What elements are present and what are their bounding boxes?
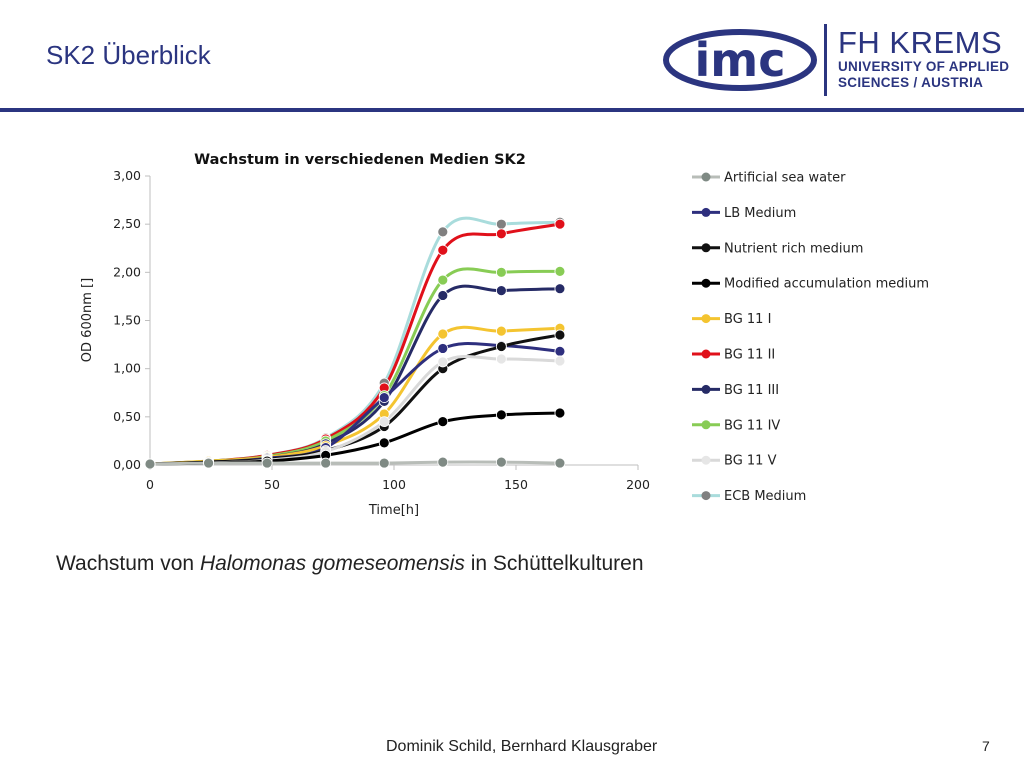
data-point — [495, 456, 507, 468]
series-line — [149, 333, 561, 466]
legend-label: Artificial sea water — [724, 171, 846, 186]
data-point — [554, 457, 566, 469]
footer-authors: Dominik Schild, Bernhard Klausgraber — [386, 738, 658, 755]
data-point — [203, 457, 214, 469]
y-tick-label: 3,00 — [113, 168, 141, 183]
data-point — [437, 328, 449, 340]
y-tick-label: 1,50 — [113, 313, 141, 328]
legend-label: ECB Medium — [724, 489, 806, 504]
data-point — [378, 416, 390, 428]
data-point — [320, 457, 332, 469]
logo-divider — [824, 24, 827, 96]
chart-title: Wachstum in verschiedenen Medien SK2 — [194, 152, 526, 168]
legend-swatch-marker — [701, 420, 711, 430]
chart-markers — [144, 216, 566, 470]
fh-logo-sub1: UNIVERSITY OF APPLIED — [838, 59, 1010, 74]
y-tick-label: 1,00 — [113, 361, 141, 376]
data-point — [554, 407, 566, 419]
chart-lines — [149, 216, 561, 466]
y-tick-label: 2,50 — [113, 216, 141, 231]
data-point — [378, 437, 390, 449]
legend-swatch-marker — [701, 491, 711, 501]
x-tick-label: 200 — [626, 477, 650, 492]
legend-swatch-marker — [701, 314, 711, 324]
legend-swatch-marker — [701, 384, 711, 394]
data-point — [495, 228, 507, 240]
data-point — [437, 456, 449, 468]
data-point — [437, 343, 449, 354]
data-point — [554, 283, 566, 295]
caption-prefix: Wachstum von — [56, 552, 200, 575]
data-point — [437, 244, 449, 256]
y-axis-label: OD 600nm [] — [80, 278, 95, 362]
fh-krems-logo: FH KREMS UNIVERSITY OF APPLIED SCIENCES … — [838, 26, 1009, 91]
data-point — [495, 218, 507, 230]
data-point — [554, 218, 566, 230]
data-point — [495, 266, 507, 278]
legend-label: LB Medium — [724, 206, 796, 221]
x-axis-label: Time[h] — [368, 503, 419, 518]
data-point — [554, 355, 566, 367]
data-point — [437, 226, 449, 238]
slide-caption: Wachstum von Halomonas gomeseomensis in … — [56, 552, 644, 576]
fh-logo-main: FH KREMS — [838, 25, 1003, 60]
data-point — [261, 457, 273, 469]
x-tick-label: 100 — [382, 477, 406, 492]
legend-swatch-marker — [701, 207, 711, 217]
legend-label: Nutrient rich medium — [724, 241, 863, 256]
fh-logo-sub2: SCIENCES / AUSTRIA — [838, 75, 984, 90]
legend-swatch-marker — [701, 349, 711, 359]
legend-swatch-marker — [701, 243, 711, 253]
series-line — [149, 284, 560, 466]
header-rule — [0, 108, 1024, 112]
data-point — [378, 392, 390, 403]
data-point — [495, 409, 507, 421]
x-tick-label: 150 — [504, 477, 528, 492]
data-point — [437, 290, 449, 301]
chart-legend: Artificial sea water LB Medium Nutrient ri… — [692, 171, 929, 504]
data-point — [495, 285, 507, 297]
caption-suffix: in Schüttelkulturen — [464, 552, 644, 575]
data-point — [437, 274, 449, 286]
legend-label: BG 11 V — [724, 454, 777, 469]
x-tick-label: 0 — [146, 477, 154, 492]
data-point — [495, 325, 507, 337]
imc-logo-text: imc — [695, 33, 786, 87]
y-tick-label: 0,50 — [113, 409, 141, 424]
data-point — [495, 341, 507, 352]
data-point — [437, 356, 449, 368]
data-point — [554, 329, 566, 341]
legend-label: BG 11 II — [724, 348, 775, 363]
slide-title: SK2 Überblick — [46, 40, 211, 70]
growth-chart: Wachstum in verschiedenen Medien SK2 OD … — [80, 152, 929, 518]
data-point — [437, 416, 449, 428]
data-point — [378, 457, 390, 469]
caption-species: Halomonas gomeseomensis — [199, 552, 465, 575]
legend-label: BG 11 IV — [724, 418, 780, 433]
data-point — [144, 458, 156, 470]
legend-label: BG 11 III — [724, 383, 779, 398]
y-tick-label: 0,00 — [113, 457, 141, 472]
y-tick-label: 2,00 — [113, 264, 141, 279]
legend-label: Modified accumulation medium — [724, 277, 929, 292]
x-tick-label: 50 — [264, 477, 280, 492]
chart-axes: 0,00 0,50 1,00 1,50 2,00 2,50 3,00 0 50 100 150 200 — [113, 168, 650, 492]
legend-swatch-marker — [701, 455, 711, 465]
legend-swatch-marker — [701, 172, 711, 182]
series-line — [149, 354, 560, 466]
imc-logo: imc — [662, 26, 818, 98]
data-point — [554, 345, 566, 357]
imc-logo-ring — [663, 29, 817, 91]
legend-label: BG 11 I — [724, 312, 771, 327]
page-number: 7 — [982, 738, 990, 754]
legend-swatch-marker — [701, 278, 711, 288]
data-point — [554, 265, 566, 277]
data-point — [495, 353, 507, 365]
